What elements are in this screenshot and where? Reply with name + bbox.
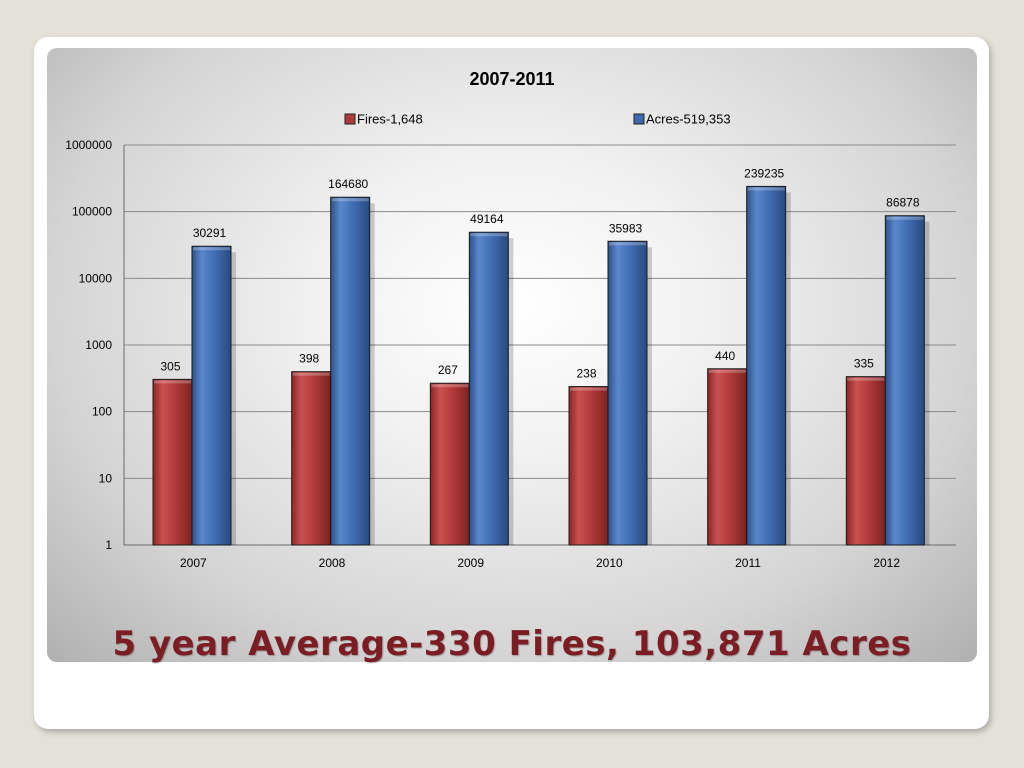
y-tick-label: 1000 bbox=[85, 338, 112, 352]
bar-bevel bbox=[708, 369, 746, 373]
acres-bar-2010 bbox=[607, 240, 648, 546]
bar-bevel bbox=[747, 187, 785, 191]
x-tick-label: 2008 bbox=[319, 556, 346, 570]
data-label: 440 bbox=[715, 349, 735, 363]
chart-title: 2007-2011 bbox=[469, 69, 554, 89]
acres-bar-2008 bbox=[330, 196, 371, 546]
fires-bar-2008 bbox=[291, 371, 332, 546]
slide-caption: 5 year Average-330 Fires, 103,871 Acres bbox=[112, 624, 912, 664]
gridlines bbox=[124, 144, 956, 546]
bar-bevel bbox=[609, 242, 646, 246]
x-tick-label: 2007 bbox=[180, 556, 207, 570]
fires-bar-2010 bbox=[568, 386, 609, 546]
data-label: 335 bbox=[854, 357, 874, 371]
y-tick-label: 10000 bbox=[79, 271, 113, 285]
bar-bevel bbox=[847, 377, 885, 381]
data-label: 86878 bbox=[886, 196, 920, 210]
bar-bevel bbox=[886, 216, 924, 220]
legend-swatch bbox=[344, 113, 356, 125]
acres-bar-2009 bbox=[468, 231, 509, 546]
x-tick-label: 2012 bbox=[873, 556, 900, 570]
x-tick-label: 2010 bbox=[596, 556, 623, 570]
y-tick-label: 1000000 bbox=[65, 138, 112, 152]
data-label: 35983 bbox=[609, 221, 643, 235]
acres-bar-2011 bbox=[746, 185, 787, 546]
bar-bevel bbox=[470, 233, 508, 237]
y-tick-label: 1 bbox=[105, 538, 112, 552]
bar-bevel bbox=[431, 384, 469, 388]
bar-bevel bbox=[193, 247, 230, 251]
bars bbox=[152, 185, 930, 546]
data-label: 49164 bbox=[470, 212, 504, 226]
y-tick-label: 100 bbox=[92, 405, 112, 419]
fires-bar-2007 bbox=[152, 378, 193, 546]
x-axis: 2007 2008 2009 2010 2011 2012 bbox=[124, 544, 956, 570]
bar-bevel bbox=[292, 372, 330, 376]
legend-label: Fires-1,648 bbox=[357, 112, 423, 127]
data-label: 30291 bbox=[193, 226, 227, 240]
data-label: 164680 bbox=[328, 177, 368, 191]
data-label: 305 bbox=[160, 359, 180, 373]
bar-bevel bbox=[331, 198, 369, 202]
bar-bevel bbox=[154, 380, 191, 384]
data-labels: 305 30291 398 164680 267 49164 238 35983 440 2392… bbox=[160, 166, 919, 380]
data-label: 239235 bbox=[744, 166, 784, 180]
y-tick-label: 100000 bbox=[72, 205, 112, 219]
data-label: 238 bbox=[576, 367, 596, 381]
fires-bar-2011 bbox=[707, 368, 748, 546]
x-tick-label: 2011 bbox=[735, 556, 761, 570]
legend-swatch bbox=[633, 113, 645, 125]
bar-bevel bbox=[570, 387, 607, 391]
y-axis: 1 10 100 1000 10000 100000 1000000 bbox=[65, 138, 125, 552]
acres-bar-2012 bbox=[884, 215, 925, 546]
data-label: 398 bbox=[299, 352, 319, 366]
x-tick-label: 2009 bbox=[457, 556, 484, 570]
legend: Fires-1,648 Acres-519,353 bbox=[344, 112, 731, 127]
y-tick-label: 10 bbox=[99, 471, 113, 485]
fires-bar-2009 bbox=[429, 382, 470, 546]
legend-label: Acres-519,353 bbox=[646, 112, 731, 127]
acres-bar-2007 bbox=[191, 245, 232, 546]
fires-bar-2012 bbox=[845, 376, 886, 546]
data-label: 267 bbox=[438, 363, 458, 377]
